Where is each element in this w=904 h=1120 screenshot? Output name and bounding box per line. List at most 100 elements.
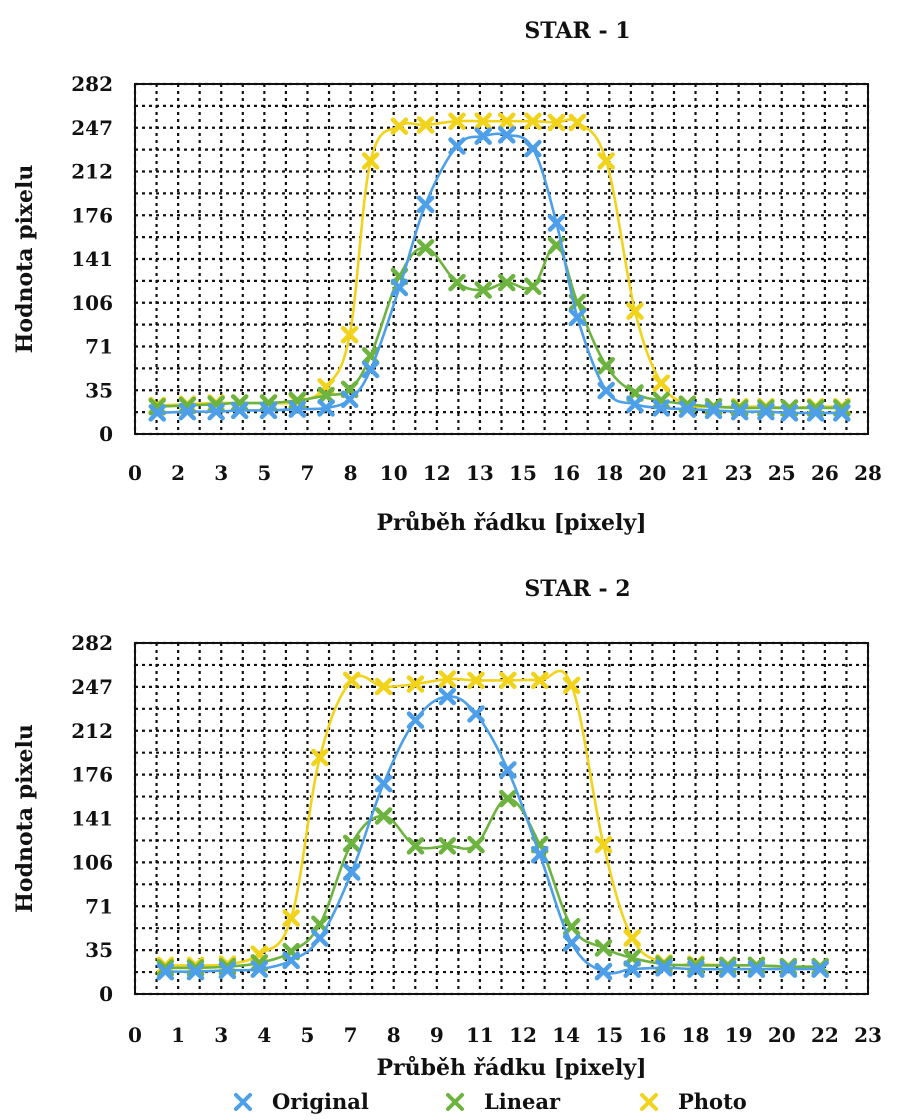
marker-stroke	[186, 962, 205, 981]
series-line-linear	[165, 797, 821, 970]
marker-stroke	[594, 939, 613, 957]
marker-stroke	[530, 845, 549, 864]
x-tick-label: 8	[344, 461, 358, 485]
plot-area-border	[134, 642, 869, 995]
marker-stroke	[594, 962, 613, 981]
data-point-linear	[594, 939, 613, 957]
marker-stroke	[806, 404, 825, 422]
marker-stroke	[678, 400, 697, 418]
marker-stroke	[499, 789, 517, 808]
marker-stroke	[623, 929, 641, 947]
data-point-original	[811, 960, 829, 978]
data-point-photo	[342, 671, 361, 690]
data-point-original	[704, 401, 723, 420]
data-point-original	[623, 960, 641, 978]
data-point-original	[779, 960, 798, 978]
marker-stroke	[467, 671, 485, 690]
y-tick-label: 282	[71, 631, 113, 655]
marker-stroke	[497, 126, 516, 144]
x-tick-label: 10	[380, 461, 408, 485]
y-tick-label: 176	[71, 763, 113, 787]
y-tick-label: 247	[71, 116, 113, 140]
marker-stroke	[687, 960, 705, 978]
legend-label-original: Original	[272, 1089, 369, 1114]
x-axis-label: Průběh řádku [pixely]	[376, 1055, 646, 1081]
x-tick-label: 25	[768, 461, 796, 485]
marker-stroke	[652, 374, 670, 392]
data-point-original	[259, 401, 278, 420]
marker-stroke	[178, 402, 197, 421]
series-original	[148, 126, 851, 422]
marker-stroke	[342, 863, 361, 881]
data-point-linear	[416, 239, 435, 257]
y-tick-label: 0	[99, 422, 113, 446]
marker-stroke	[317, 386, 335, 405]
x-tick-label: 16	[638, 1023, 666, 1047]
marker-stroke	[374, 677, 393, 696]
x-tick-label: 8	[387, 1023, 401, 1047]
marker-stroke	[438, 687, 457, 706]
marker-stroke	[390, 117, 409, 135]
marker-stroke	[448, 112, 466, 130]
y-tick-label: 212	[71, 719, 113, 743]
x-tick-label: 23	[725, 461, 753, 485]
data-point-original	[317, 399, 335, 417]
data-point-original	[340, 390, 359, 408]
marker-stroke	[652, 399, 670, 417]
marker-stroke	[230, 401, 249, 420]
series-line-linear	[157, 244, 842, 410]
marker-stroke	[467, 835, 485, 854]
data-point-original	[282, 951, 300, 970]
data-point-linear	[438, 837, 457, 855]
marker-stroke	[282, 951, 300, 970]
data-point-original	[678, 400, 697, 418]
x-tick-label: 12	[423, 461, 451, 485]
y-tick-label: 141	[71, 807, 113, 831]
marker-stroke	[704, 401, 723, 420]
data-point-photo	[594, 835, 613, 854]
cross-marker-icon	[234, 1092, 252, 1111]
data-point-photo	[530, 671, 549, 690]
data-point-photo	[652, 374, 670, 392]
marker-stroke	[597, 152, 615, 170]
x-tick-label: 7	[344, 1023, 358, 1047]
x-tick-label: 2	[171, 461, 185, 485]
marker-stroke	[524, 277, 542, 296]
data-point-original	[390, 278, 409, 297]
marker-stroke	[416, 239, 435, 257]
x-tick-label: 9	[430, 1023, 444, 1047]
x-tick-label: 12	[509, 1023, 537, 1047]
marker-stroke	[730, 402, 749, 421]
x-tick-label: 21	[682, 461, 710, 485]
marker-stroke	[497, 273, 516, 292]
gridlines	[133, 641, 870, 996]
data-point-original	[655, 959, 673, 977]
marker-stroke	[547, 214, 566, 232]
marker-stroke	[288, 400, 307, 418]
marker-stroke	[250, 960, 269, 978]
data-point-original	[719, 960, 737, 978]
marker-stroke	[626, 395, 644, 413]
data-point-original	[499, 761, 517, 779]
data-point-photo	[474, 112, 492, 130]
data-point-photo	[374, 677, 393, 696]
marker-stroke	[361, 360, 380, 379]
marker-stroke	[374, 774, 393, 793]
x-tick-label: 5	[257, 461, 271, 485]
data-point-original	[833, 404, 851, 422]
data-point-linear	[342, 834, 361, 853]
marker-stroke	[524, 139, 542, 158]
y-tick-label: 282	[71, 72, 113, 96]
x-tick-label: 3	[214, 461, 228, 485]
marker-stroke	[218, 961, 237, 980]
data-point-original	[780, 404, 799, 422]
data-point-original	[626, 395, 644, 413]
marker-stroke	[311, 915, 329, 934]
marker-stroke	[833, 404, 851, 422]
y-tick-label: 35	[85, 378, 113, 402]
data-point-original	[361, 360, 380, 379]
marker-stroke	[156, 962, 175, 981]
x-tick-label: 28	[854, 461, 882, 485]
